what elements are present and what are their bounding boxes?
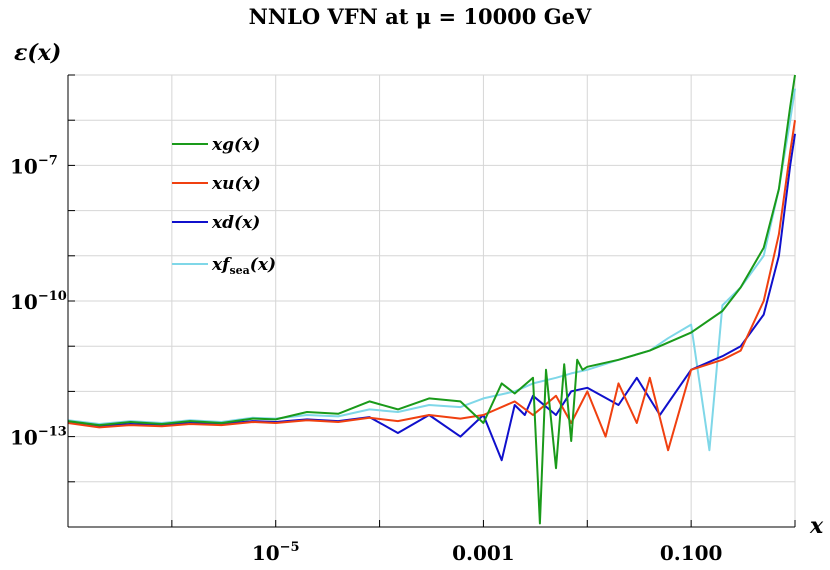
y-tick-label: 10−7 — [10, 153, 58, 178]
y-tick-label: 10−13 — [10, 425, 67, 450]
x-tick-label: 0.100 — [660, 541, 723, 565]
y-tick-label: 10−10 — [10, 289, 67, 314]
series-line-1 — [67, 120, 796, 452]
legend-label-xfsea: xfsea(x) — [211, 255, 276, 277]
x-tick-labels: 10−5 0.001 0.100 — [252, 540, 723, 565]
x-tick-label: 0.001 — [452, 541, 515, 565]
x-tick-label: 10−5 — [252, 540, 300, 565]
series-line-0 — [67, 74, 796, 525]
x-axis-label: x — [809, 513, 824, 539]
series-line-2 — [67, 133, 796, 462]
series-line-3 — [67, 88, 796, 452]
y-tick-labels: 10−7 10−10 10−13 — [10, 153, 67, 449]
series-layer — [67, 74, 796, 525]
legend-label-xg: xg(x) — [211, 135, 260, 155]
grid — [68, 74, 796, 527]
tick-marks — [68, 74, 796, 527]
legend-label-xu: xu(x) — [211, 174, 261, 194]
legend: xg(x) xu(x) xd(x) xfsea(x) — [172, 135, 276, 277]
legend-label-xd: xd(x) — [211, 213, 260, 233]
y-axis-label: ε(x) — [14, 40, 61, 66]
chart-title: NNLO VFN at μ = 10000 GeV — [249, 4, 592, 29]
